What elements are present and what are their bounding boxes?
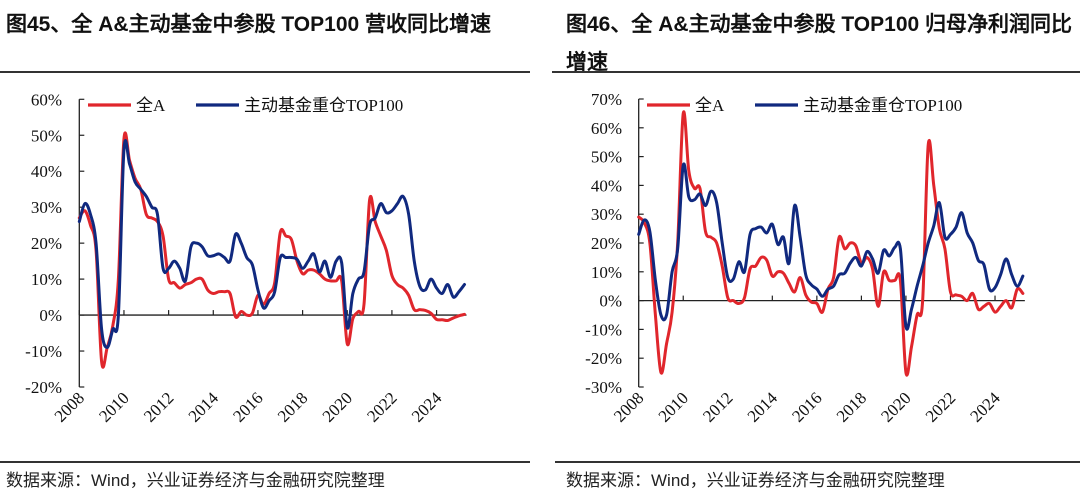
y-tick-label: 40%: [591, 176, 622, 195]
x-tick-label: 2014: [744, 388, 782, 426]
y-tick-label: 10%: [31, 270, 62, 289]
x-tick-label: 2022: [363, 388, 400, 425]
series-line-top100: [77, 139, 466, 349]
title-divider-left: [0, 71, 530, 73]
x-tick-label: 2010: [655, 388, 692, 425]
y-tick-label: 30%: [31, 198, 62, 217]
legend-label: 主动基金重仓TOP100: [244, 96, 403, 115]
x-tick-label: 2012: [699, 388, 736, 425]
x-tick-label: 2024: [966, 388, 1004, 426]
y-tick-label: -20%: [585, 349, 622, 368]
line-chart-revenue: 60%50%40%30%20%10%0%-10%-20%2008 2010 2012…: [25, 90, 467, 426]
y-tick-label: 0%: [599, 292, 622, 311]
x-tick-label: 2024: [408, 388, 446, 426]
y-tick-label: 50%: [591, 148, 622, 167]
y-tick-label: -20%: [25, 378, 62, 397]
x-tick-label: 2012: [140, 388, 177, 425]
y-tick-label: -30%: [585, 378, 622, 397]
x-tick-label: 2020: [319, 388, 356, 425]
source-divider-left: [0, 461, 530, 463]
y-tick-label: 20%: [591, 234, 622, 253]
x-tick-label: 2022: [922, 388, 959, 425]
chart-title-left: 图45、全 A&主动基金中参股 TOP100 营收同比增速: [6, 13, 492, 36]
x-tick-label: 2018: [274, 388, 311, 425]
x-tick-label: 2018: [833, 388, 870, 425]
x-tick-label: 2010: [95, 388, 132, 425]
line-chart-profit: 70%60%50%40%30%20%10%0%-10%-20%-30%2008 2…: [585, 90, 1025, 426]
y-tick-label: 70%: [591, 90, 622, 109]
y-tick-label: 40%: [31, 162, 62, 181]
y-tick-label: 30%: [591, 205, 622, 224]
x-tick-label: 2016: [229, 388, 266, 425]
source-note-right: 数据来源：Wind，兴业证券经济与金融研究院整理: [566, 471, 945, 490]
source-divider-right: [555, 461, 1080, 463]
y-tick-label: -10%: [585, 320, 622, 339]
y-tick-label: 0%: [39, 306, 62, 325]
title-divider-right: [552, 71, 1080, 73]
legend-label: 主动基金重仓TOP100: [803, 96, 962, 115]
x-tick-label: 2014: [185, 388, 223, 426]
legend-label: 全A: [695, 96, 725, 115]
y-tick-label: 20%: [31, 234, 62, 253]
series-line-all-a: [637, 110, 1025, 377]
y-tick-label: -10%: [25, 342, 62, 361]
series-line-top100: [637, 162, 1025, 331]
x-tick-label: 2020: [877, 388, 914, 425]
chart-title-right: 图46、全 A&主动基金中参股 TOP100 归母净利润同比增速: [566, 13, 1073, 74]
x-tick-label: 2016: [788, 388, 825, 425]
y-tick-label: 10%: [591, 263, 622, 282]
series-line-all-a: [77, 131, 466, 369]
y-tick-label: 60%: [31, 90, 62, 109]
y-tick-label: 50%: [31, 126, 62, 145]
source-note-left: 数据来源：Wind，兴业证券经济与金融研究院整理: [6, 471, 385, 490]
y-tick-label: 60%: [591, 119, 622, 138]
legend-label: 全A: [136, 96, 166, 115]
